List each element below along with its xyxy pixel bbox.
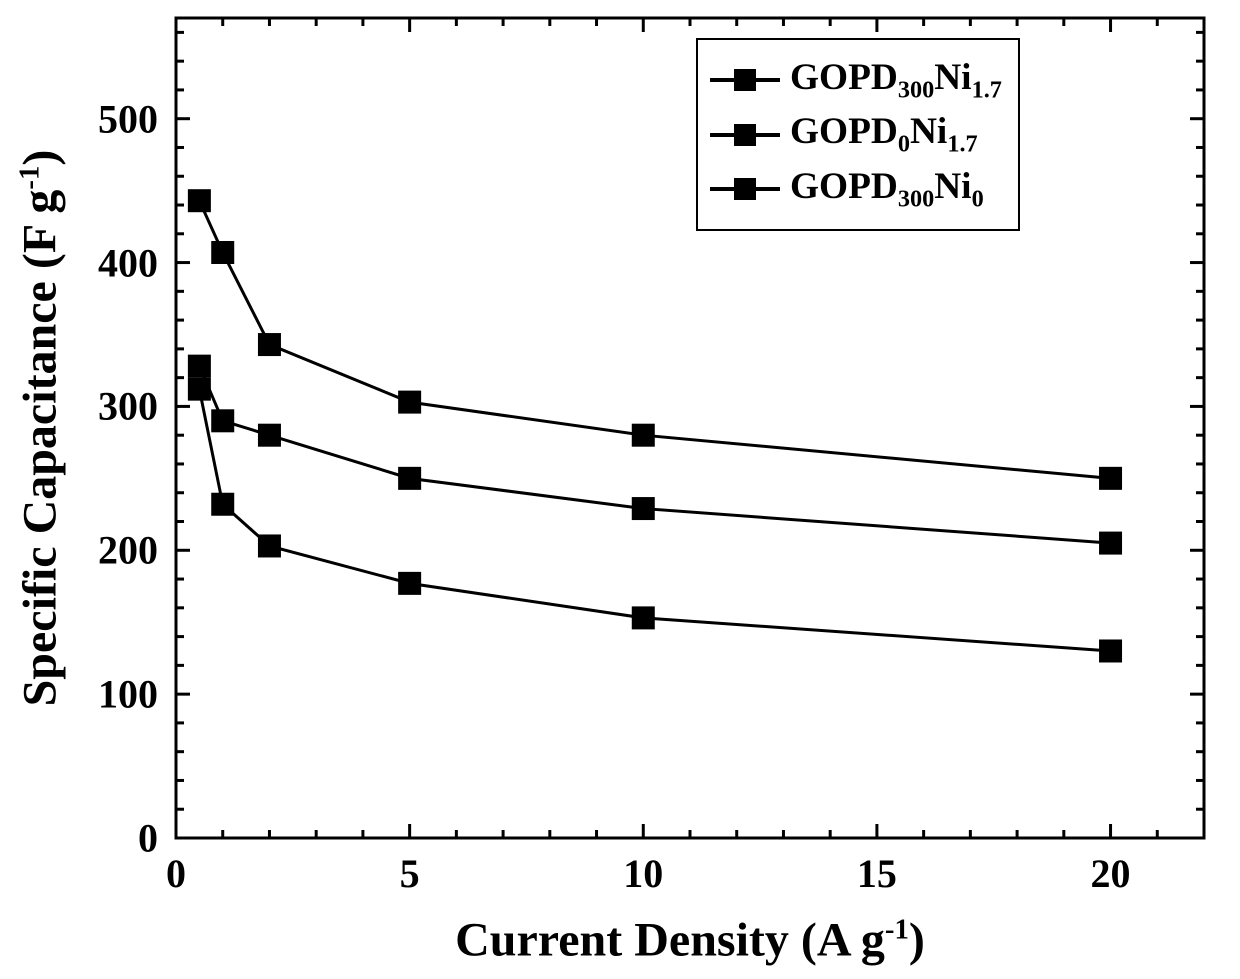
legend-label: GOPD300Ni1.7 xyxy=(790,56,1002,104)
legend-sample xyxy=(710,177,780,201)
legend-sample xyxy=(710,68,780,92)
x-tick-label: 0 xyxy=(166,850,186,897)
legend-label: GOPD300Ni0 xyxy=(790,165,984,213)
legend-sample xyxy=(710,123,780,147)
y-tick-label: 400 xyxy=(98,239,158,286)
x-tick-label: 20 xyxy=(1091,850,1131,897)
legend-item: GOPD300Ni0 xyxy=(710,165,1002,213)
x-axis-title: Current Density (A g-1) xyxy=(455,913,925,968)
y-tick-label: 300 xyxy=(98,383,158,430)
chart-svg xyxy=(0,0,1240,979)
y-tick-label: 500 xyxy=(98,95,158,142)
legend-item: GOPD300Ni1.7 xyxy=(710,56,1002,104)
y-tick-label: 100 xyxy=(98,671,158,718)
x-tick-label: 10 xyxy=(623,850,663,897)
y-tick-label: 200 xyxy=(98,527,158,574)
y-tick-label: 0 xyxy=(138,815,158,862)
x-tick-label: 15 xyxy=(857,850,897,897)
x-tick-label: 5 xyxy=(400,850,420,897)
y-axis-title: Specific Capacitance (F g-1) xyxy=(13,150,68,707)
legend-item: GOPD0Ni1.7 xyxy=(710,110,1002,158)
legend: GOPD300Ni1.7 GOPD0Ni1.7 GOPD300Ni0 xyxy=(696,38,1020,231)
legend-label: GOPD0Ni1.7 xyxy=(790,110,978,158)
chart-container: Specific Capacitance (F g-1) Current Den… xyxy=(0,0,1240,979)
